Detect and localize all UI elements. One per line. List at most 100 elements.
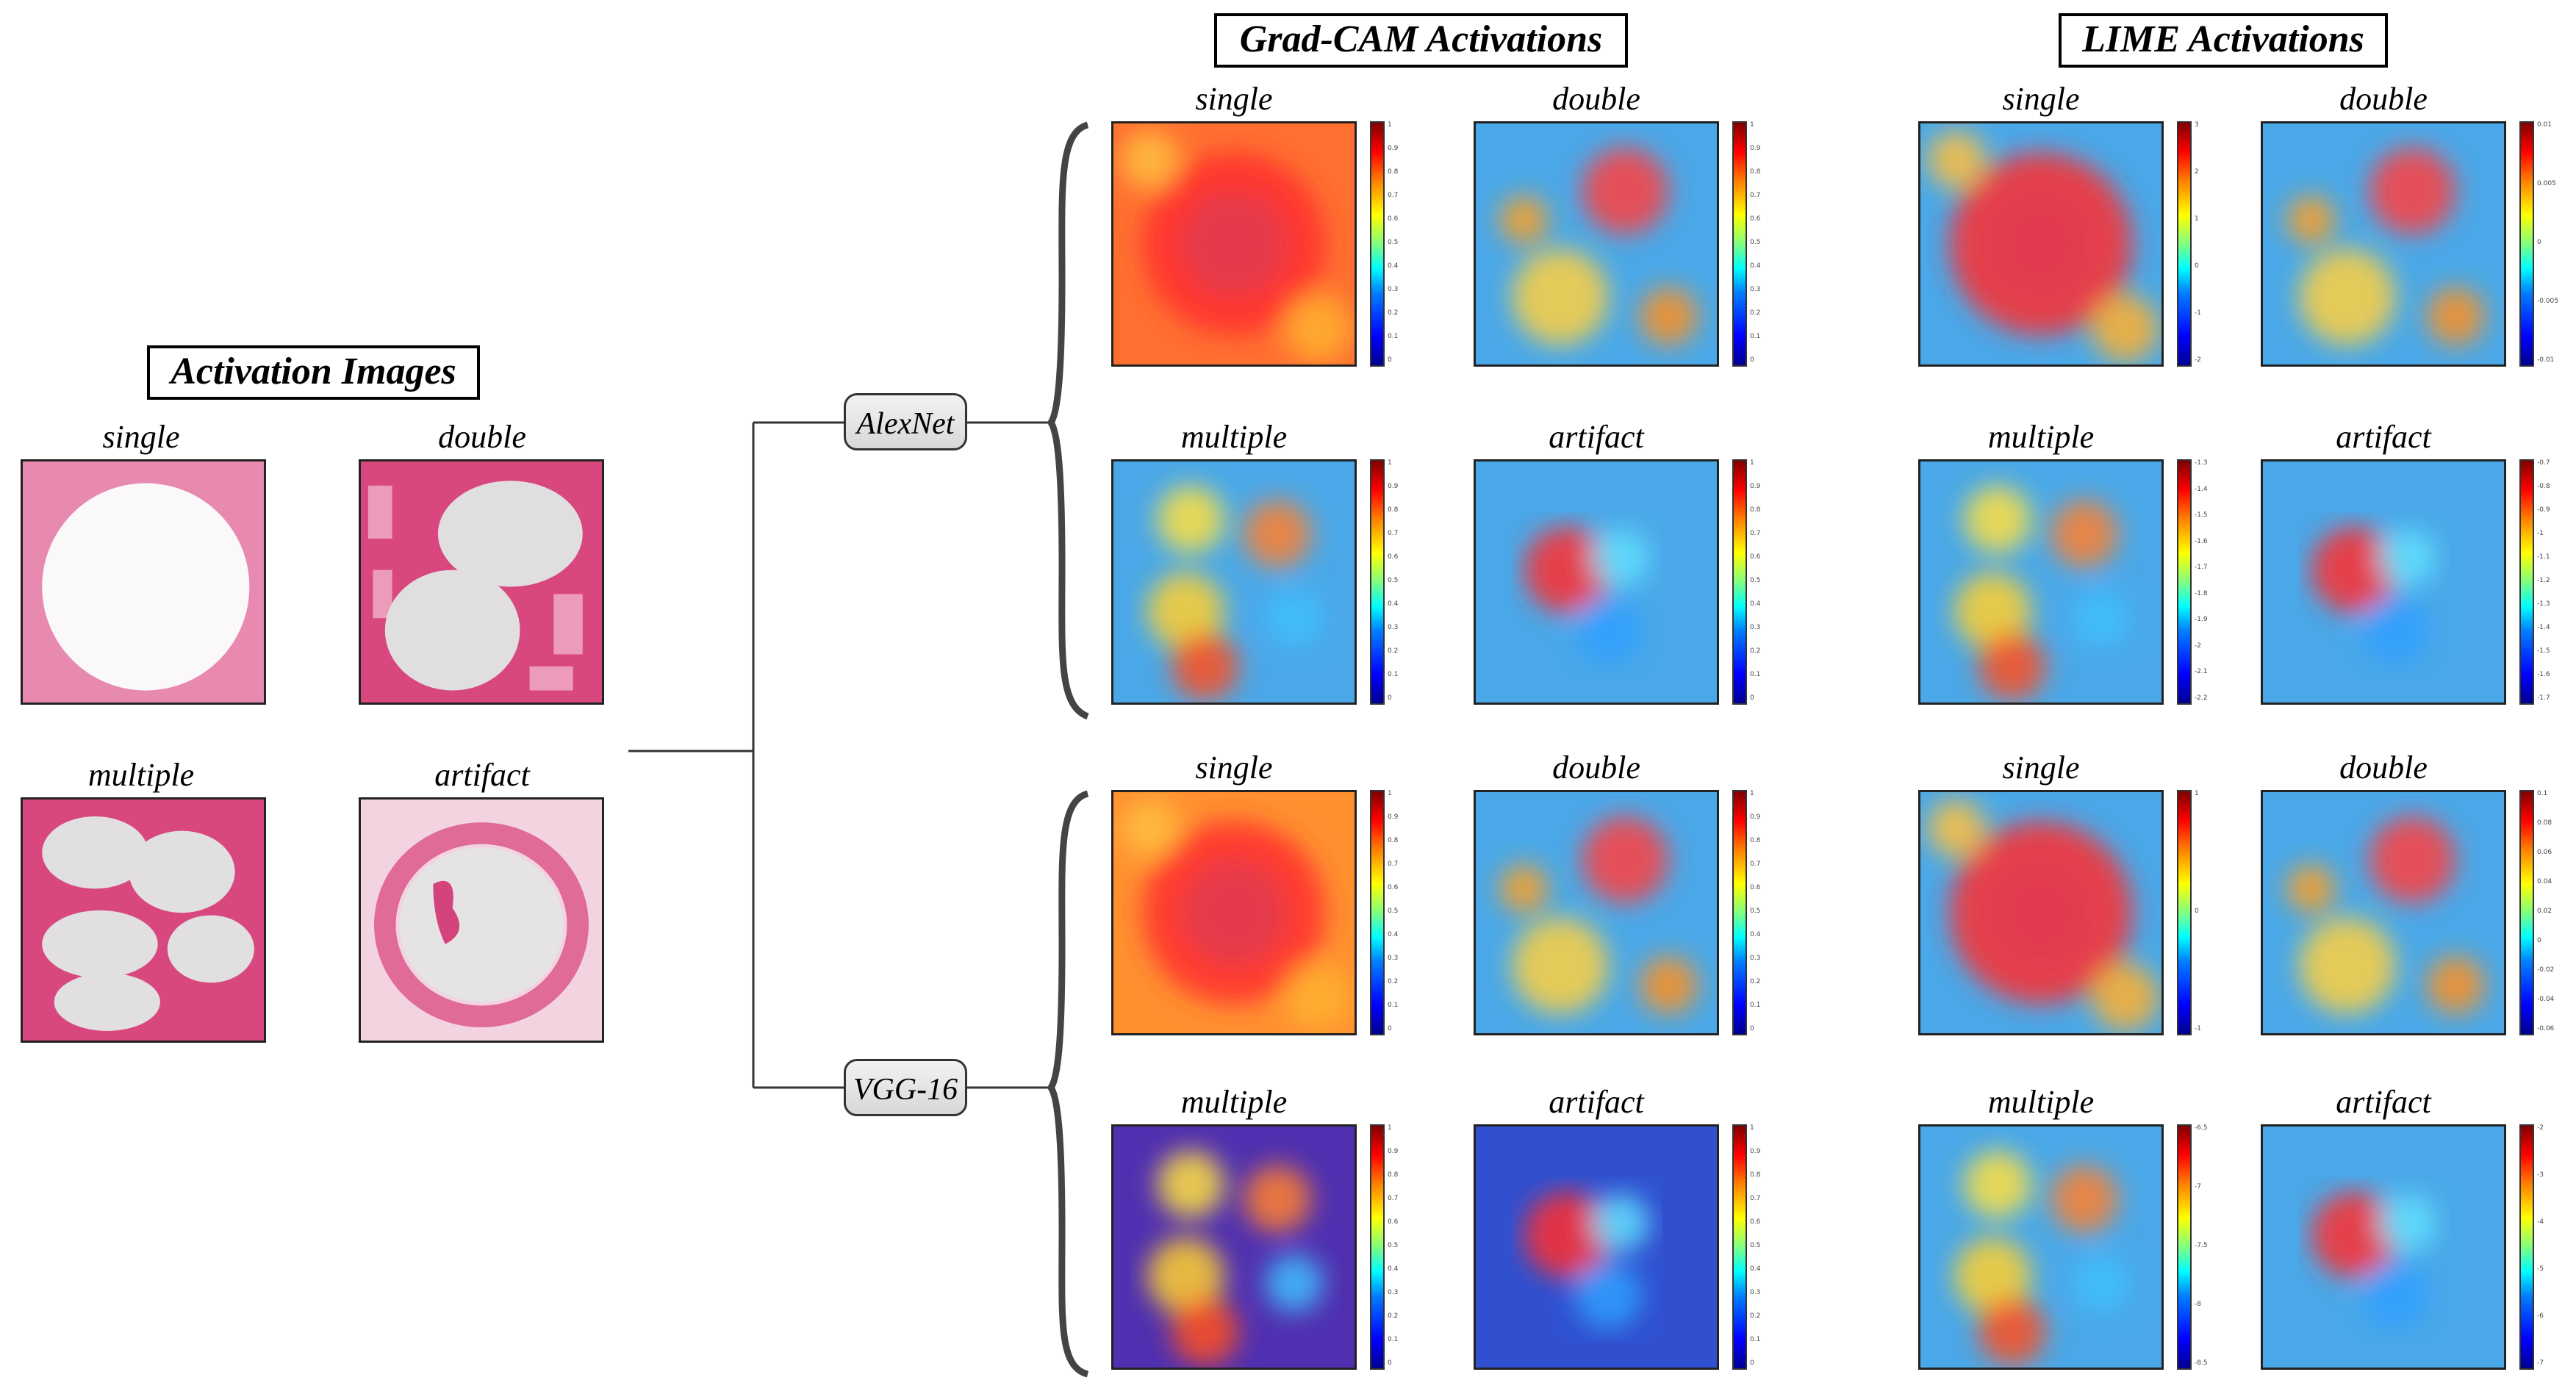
colorbar-tick-label: -2.1	[2195, 668, 2208, 676]
gc-vgg-single-heatmap	[1111, 790, 1357, 1035]
colorbar-tick-label: -6	[2537, 1312, 2544, 1320]
colorbar-tick-label: -0.7	[2537, 459, 2550, 467]
colorbar-tick-label: 0.7	[1388, 1195, 1399, 1202]
colorbar-tick-label: 0.8	[1750, 506, 1761, 514]
colorbar-tick-label: 0.9	[1388, 813, 1399, 821]
colorbar-tick-label: 0.4	[1750, 600, 1761, 608]
colorbar-tick-label: -8.5	[2195, 1359, 2208, 1367]
colorbar-tick-label: 0.005	[2537, 180, 2556, 187]
colorbar-tick-label: -1.6	[2537, 671, 2550, 678]
colorbar-tick-label: 0.7	[1750, 861, 1761, 868]
colorbar-tick-label: 0.5	[1388, 239, 1399, 246]
colorbar-tick-label: 0.8	[1750, 837, 1761, 844]
gc-alex-multiple-label: multiple	[1180, 419, 1288, 455]
gc-vgg-single-colorbar-ticks: 1 0.9 0.8 0.7 0.6 0.5 0.4 0.3 0.2 0.1 0	[1388, 790, 1417, 1035]
gc-vgg-double-label: double	[1552, 750, 1640, 786]
colorbar-tick-label: -7	[2195, 1183, 2201, 1190]
gc-vgg-artifact-label: artifact	[1549, 1084, 1644, 1120]
colorbar-tick-label: -2	[2537, 1124, 2544, 1132]
lime-vgg-double-colorbar-ticks: 0.1 0.08 0.06 0.04 0.02 0 -0.02 -0.04 -0.06	[2537, 790, 2566, 1035]
colorbar-tick-label: 0	[1388, 1025, 1392, 1032]
colorbar-tick-label: 0.4	[1750, 1265, 1761, 1273]
colorbar-tick-label: 0.9	[1388, 145, 1399, 152]
colorbar-tick-label: 0.5	[1750, 1242, 1761, 1249]
colorbar-tick-label: -7.5	[2195, 1242, 2208, 1249]
colorbar-tick-label: -1	[2195, 309, 2201, 317]
colorbar-tick-label: 0.3	[1750, 624, 1761, 631]
colorbar-tick-label: -1.9	[2195, 616, 2208, 624]
colorbar-tick-label: 0.1	[1750, 1002, 1761, 1009]
colorbar-tick-label: 0	[2537, 937, 2541, 944]
colorbar-tick-label: -1.3	[2195, 459, 2208, 467]
colorbar-tick-label: -0.005	[2537, 298, 2559, 305]
gc-alex-artifact-heatmap	[1474, 459, 1719, 705]
lime-vgg-artifact-colorbar-ticks: -2 -3 -4 -5 -6 -7	[2537, 1124, 2566, 1370]
lime-alex-single-heatmap	[1918, 121, 2164, 367]
colorbar-tick-label: 0.3	[1388, 1289, 1399, 1296]
colorbar-tick-label: 3	[2195, 121, 2199, 129]
colorbar-tick-label: -1.1	[2537, 553, 2550, 561]
colorbar-tick-label: 0.9	[1750, 483, 1761, 490]
colorbar-tick-label: -8	[2195, 1301, 2201, 1308]
colorbar-tick-label: 0.2	[1750, 309, 1761, 317]
colorbar-tick-label: -5	[2537, 1265, 2544, 1273]
colorbar-tick-label: 0	[1388, 1359, 1392, 1367]
colorbar-tick-label: 0.6	[1750, 553, 1761, 561]
colorbar-tick-label: 0.8	[1388, 506, 1399, 514]
colorbar-tick-label: 0	[1750, 1359, 1754, 1367]
lime-alex-double-colorbar	[2519, 121, 2534, 367]
colorbar-tick-label: 0.6	[1388, 1218, 1399, 1226]
act-image-artifact	[359, 797, 604, 1043]
colorbar-tick-label: 0.7	[1388, 530, 1399, 537]
colorbar-tick-label: -0.04	[2537, 996, 2555, 1003]
colorbar-tick-label: 0.3	[1388, 624, 1399, 631]
gc-vgg-multiple-heatmap	[1111, 1124, 1357, 1370]
lime-vgg-multiple-label: multiple	[1987, 1084, 2095, 1120]
lime-vgg-multiple-colorbar	[2177, 1124, 2192, 1370]
lime-vgg-artifact-label: artifact	[2336, 1084, 2431, 1120]
lime-alex-artifact-heatmap	[2261, 459, 2506, 705]
colorbar-tick-label: 0.6	[1388, 215, 1399, 223]
colorbar-tick-label: 0	[1750, 356, 1754, 364]
colorbar-tick-label: 0.4	[1388, 1265, 1399, 1273]
colorbar-tick-label: -1.4	[2195, 485, 2208, 493]
lime-alex-artifact-colorbar	[2519, 459, 2534, 705]
colorbar-tick-label: 0.08	[2537, 819, 2552, 827]
lime-vgg-double-heatmap	[2261, 790, 2506, 1035]
lime-vgg-multiple-colorbar-ticks: -6.5 -7 -7.5 -8 -8.5	[2195, 1124, 2224, 1370]
colorbar-tick-label: 0.4	[1388, 931, 1399, 938]
colorbar-tick-label: 0.5	[1750, 908, 1761, 915]
lime-vgg-multiple-heatmap	[1918, 1124, 2164, 1370]
colorbar-tick-label: -1.8	[2195, 589, 2208, 597]
colorbar-tick-label: -1	[2537, 530, 2544, 537]
colorbar-tick-label: 0.2	[1750, 647, 1761, 655]
alexnet-brace	[1047, 121, 1089, 720]
colorbar-tick-label: -6.5	[2195, 1124, 2208, 1132]
colorbar-tick-label: 0.5	[1750, 577, 1761, 584]
act-image-double	[359, 459, 604, 705]
lime-alex-multiple-colorbar	[2177, 459, 2192, 705]
colorbar-tick-label: -1.5	[2195, 511, 2208, 520]
colorbar-tick-label: 0.8	[1388, 837, 1399, 844]
colorbar-tick-label: -0.9	[2537, 506, 2550, 514]
gc-vgg-double-colorbar-ticks: 1 0.9 0.8 0.7 0.6 0.5 0.4 0.3 0.2 0.1 0	[1750, 790, 1779, 1035]
colorbar-tick-label: 0.1	[1388, 671, 1399, 678]
colorbar-tick-label: 0.2	[1388, 309, 1399, 317]
act-image-single	[21, 459, 266, 705]
colorbar-tick-label: 0.7	[1750, 530, 1761, 537]
colorbar-tick-label: -1.3	[2537, 600, 2550, 608]
gradcam-activations-title: Grad-CAM Activations	[1214, 13, 1628, 68]
colorbar-tick-label: 0.8	[1750, 168, 1761, 176]
colorbar-tick-label: 0	[2195, 908, 2199, 915]
colorbar-tick-label: 0.1	[1750, 671, 1761, 678]
colorbar-tick-label: 0.3	[1750, 955, 1761, 962]
colorbar-tick-label: 0.7	[1750, 1195, 1761, 1202]
gc-vgg-artifact-colorbar-ticks: 1 0.9 0.8 0.7 0.6 0.5 0.4 0.3 0.2 0.1 0	[1750, 1124, 1779, 1370]
colorbar-tick-label: 0.7	[1388, 192, 1399, 199]
colorbar-tick-label: 0.2	[1388, 978, 1399, 985]
gc-vgg-multiple-label: multiple	[1180, 1084, 1288, 1120]
gc-alex-multiple-heatmap	[1111, 459, 1357, 705]
colorbar-tick-label: 0	[1750, 694, 1754, 702]
colorbar-tick-label: 0	[2537, 239, 2541, 246]
gc-alex-single-label: single	[1195, 81, 1273, 117]
